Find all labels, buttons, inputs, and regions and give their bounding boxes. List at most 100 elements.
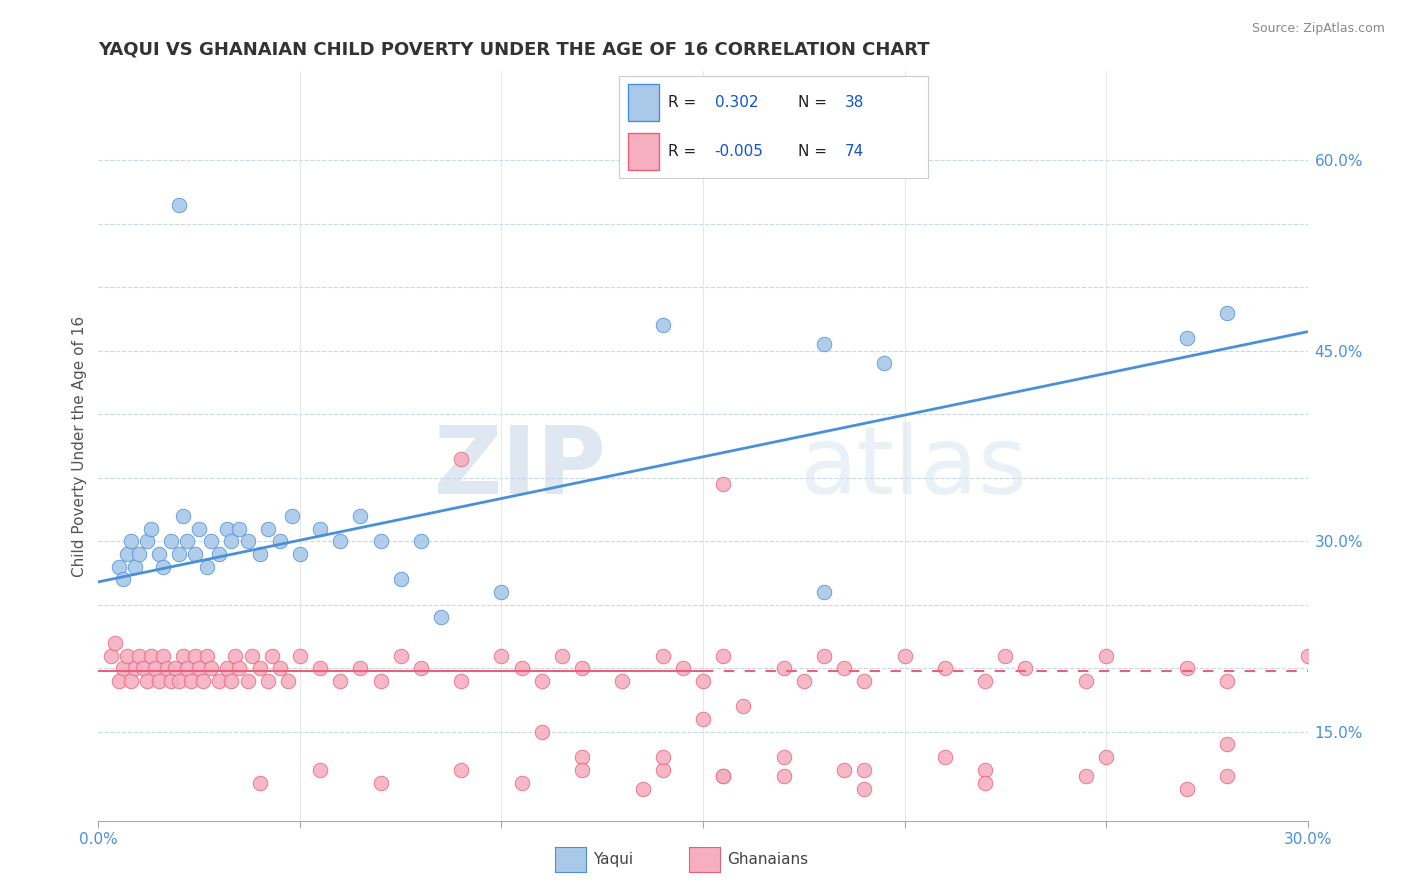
Text: 38: 38 [845,95,863,110]
Point [1014,661,1036,675]
Point [491,648,513,663]
Point [772,661,794,675]
Point [1175,661,1198,675]
Point [208,547,231,561]
Point [1216,306,1239,320]
Point [510,661,533,675]
Text: -0.005: -0.005 [714,145,763,160]
Point [530,673,553,688]
Point [450,673,472,688]
Text: 0.302: 0.302 [714,95,758,110]
Point [510,775,533,789]
Point [370,673,392,688]
Point [111,572,134,586]
Point [1175,331,1198,345]
Point [277,673,299,688]
Point [100,648,122,663]
Point [200,661,222,675]
Point [132,661,155,675]
Point [409,534,432,549]
Point [288,648,311,663]
Point [571,661,593,675]
Point [188,661,211,675]
Point [389,572,412,586]
Point [349,661,371,675]
Point [221,534,243,549]
Point [853,673,876,688]
Point [156,661,179,675]
Point [107,559,129,574]
Point [107,673,129,688]
Point [430,610,453,624]
Point [228,661,250,675]
Point [873,356,896,370]
Point [167,673,190,688]
Bar [628,84,659,121]
Point [893,648,915,663]
Bar [628,133,659,170]
Point [260,648,283,663]
Point [128,648,150,663]
Point [195,559,218,574]
Text: N =: N = [799,95,827,110]
Point [631,781,654,796]
Point [288,547,311,561]
Point [370,775,392,789]
Text: R =: R = [668,95,696,110]
Point [651,648,673,663]
Point [772,769,794,783]
Point [135,534,157,549]
Text: Yaqui: Yaqui [593,853,634,867]
Text: atlas: atlas [800,423,1028,515]
Point [256,673,278,688]
Point [221,673,243,688]
Point [711,769,734,783]
Point [1216,738,1239,752]
Point [974,763,997,777]
Point [249,775,271,789]
Point [281,508,304,523]
Point [184,648,207,663]
Text: N =: N = [799,145,827,160]
Point [139,522,162,536]
Point [269,534,291,549]
Point [152,648,174,663]
Point [167,197,190,211]
Point [208,673,231,688]
Point [103,636,125,650]
Point [217,522,239,536]
Text: ZIP: ZIP [433,423,606,515]
Point [180,673,202,688]
Point [692,673,714,688]
Point [612,673,634,688]
Point [711,477,734,491]
Point [249,661,271,675]
Point [672,661,695,675]
Point [240,648,263,663]
Point [217,661,239,675]
Point [309,763,332,777]
Text: R =: R = [668,145,696,160]
Text: Ghanaians: Ghanaians [727,853,808,867]
Point [163,661,186,675]
Point [370,534,392,549]
Point [651,750,673,764]
Point [160,673,183,688]
Point [530,724,553,739]
Point [329,534,352,549]
Point [176,534,198,549]
Point [193,673,215,688]
Point [974,673,997,688]
Point [813,585,835,599]
Point [571,750,593,764]
Point [236,534,259,549]
Point [172,508,194,523]
Point [832,763,855,777]
Point [450,451,472,466]
Point [160,534,183,549]
Point [329,673,352,688]
Point [772,750,794,764]
Point [389,648,412,663]
Point [733,699,755,714]
Point [124,559,146,574]
